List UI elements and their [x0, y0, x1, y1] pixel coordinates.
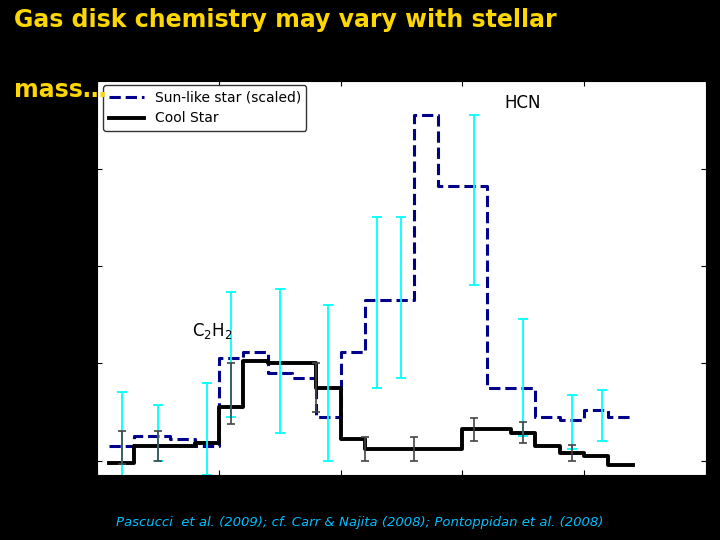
Cool Star [531, 443, 539, 449]
Sun-like star (scaled) [312, 414, 320, 420]
Sun-like star (scaled) [105, 443, 114, 449]
Cool Star [264, 360, 272, 367]
Cool Star [239, 358, 248, 365]
Cool Star [458, 426, 467, 433]
Sun-like star (scaled) [604, 414, 613, 420]
Sun-like star (scaled) [482, 384, 491, 391]
Cool Star [130, 460, 138, 466]
Cool Star [385, 446, 394, 452]
Sun-like star (scaled) [385, 297, 394, 303]
Sun-like star (scaled) [287, 370, 296, 376]
Text: Pascucci  et al. (2009); cf. Carr & Najita (2008); Pontoppidan et al. (2008): Pascucci et al. (2009); cf. Carr & Najit… [117, 516, 603, 529]
Sun-like star (scaled) [336, 348, 345, 355]
Sun-like star (scaled) [361, 348, 369, 355]
Sun-like star (scaled) [604, 407, 613, 413]
Sun-like star (scaled) [166, 436, 174, 442]
Sun-like star (scaled) [531, 414, 539, 420]
Cool Star [433, 446, 442, 452]
Legend: Sun-like star (scaled), Cool Star: Sun-like star (scaled), Cool Star [103, 85, 307, 131]
Sun-like star (scaled) [458, 183, 467, 190]
Sun-like star (scaled) [385, 297, 394, 303]
Text: C$_2$H$_2$: C$_2$H$_2$ [192, 321, 232, 341]
Cool Star [482, 426, 491, 433]
Cool Star [409, 446, 418, 452]
Cool Star [336, 436, 345, 442]
Sun-like star (scaled) [433, 112, 442, 118]
Sun-like star (scaled) [458, 183, 467, 190]
Cool Star [433, 446, 442, 452]
Y-axis label: Median of continuum subtracted normalized spectra: Median of continuum subtracted normalize… [65, 123, 78, 433]
Sun-like star (scaled) [264, 370, 272, 376]
Sun-like star (scaled) [482, 183, 491, 190]
Sun-like star (scaled) [409, 112, 418, 118]
Sun-like star (scaled) [215, 355, 223, 362]
Sun-like star (scaled) [166, 433, 174, 440]
Cool Star [604, 462, 613, 469]
Sun-like star (scaled) [507, 384, 516, 391]
Cool Star [215, 404, 223, 410]
Sun-like star (scaled) [580, 416, 588, 423]
Cool Star [507, 426, 516, 433]
Cool Star [361, 446, 369, 452]
Sun-like star (scaled) [580, 407, 588, 413]
Cool Star [166, 443, 174, 449]
Cool Star [629, 462, 637, 469]
Text: Gas disk chemistry may vary with stellar: Gas disk chemistry may vary with stellar [14, 8, 557, 32]
Sun-like star (scaled) [190, 443, 199, 449]
Cool Star [555, 450, 564, 456]
Sun-like star (scaled) [409, 297, 418, 303]
Line: Cool Star: Cool Star [109, 361, 633, 465]
Sun-like star (scaled) [190, 436, 199, 442]
Sun-like star (scaled) [555, 416, 564, 423]
Cool Star [287, 360, 296, 367]
Cool Star [361, 436, 369, 442]
Cool Star [604, 453, 613, 459]
Cool Star [264, 358, 272, 365]
Cool Star [482, 426, 491, 433]
Sun-like star (scaled) [215, 443, 223, 449]
Text: HCN: HCN [505, 94, 541, 112]
Cool Star [166, 443, 174, 449]
Cool Star [215, 440, 223, 447]
Cool Star [130, 443, 138, 449]
Cool Star [312, 384, 320, 391]
Sun-like star (scaled) [507, 384, 516, 391]
Sun-like star (scaled) [287, 375, 296, 381]
Sun-like star (scaled) [629, 414, 637, 420]
Cool Star [507, 430, 516, 436]
Sun-like star (scaled) [336, 414, 345, 420]
Cool Star [580, 453, 588, 459]
Cool Star [409, 446, 418, 452]
Sun-like star (scaled) [629, 414, 637, 420]
Cool Star [458, 446, 467, 452]
Cool Star [287, 360, 296, 367]
Sun-like star (scaled) [239, 355, 248, 362]
Sun-like star (scaled) [555, 414, 564, 420]
Cool Star [580, 450, 588, 456]
Cool Star [555, 443, 564, 449]
Sun-like star (scaled) [361, 297, 369, 303]
Sun-like star (scaled) [239, 348, 248, 355]
Cool Star [385, 446, 394, 452]
Sun-like star (scaled) [433, 183, 442, 190]
Cool Star [336, 384, 345, 391]
Sun-like star (scaled) [130, 433, 138, 440]
X-axis label: Wavelength [micron]: Wavelength [micron] [321, 500, 482, 515]
Text: mass…: mass… [14, 78, 107, 102]
Cool Star [190, 443, 199, 449]
Sun-like star (scaled) [264, 348, 272, 355]
Cool Star [105, 460, 114, 466]
Sun-like star (scaled) [312, 375, 320, 381]
Cool Star [629, 462, 637, 469]
Sun-like star (scaled) [531, 384, 539, 391]
Cool Star [190, 440, 199, 447]
Sun-like star (scaled) [130, 443, 138, 449]
Cool Star [312, 360, 320, 367]
Cool Star [531, 430, 539, 436]
Line: Sun-like star (scaled): Sun-like star (scaled) [109, 115, 633, 446]
Cool Star [239, 404, 248, 410]
